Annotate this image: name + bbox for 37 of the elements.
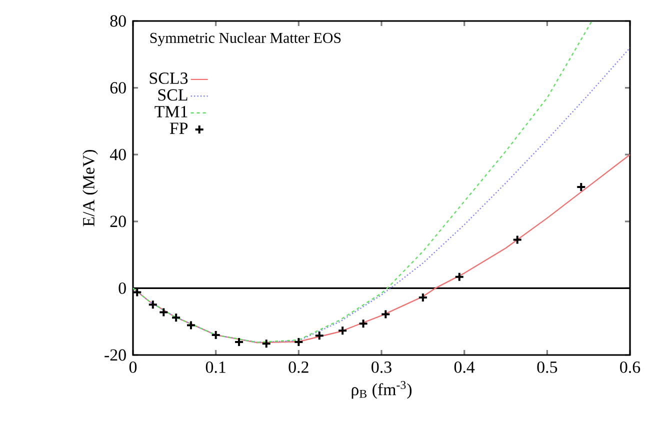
point xyxy=(576,182,586,192)
y-tick-label: 20 xyxy=(110,216,126,228)
x-tick-label: 0 xyxy=(129,361,137,373)
line-series xyxy=(133,154,630,344)
legend-title: Symmetric Nuclear Matter EOS xyxy=(150,32,341,46)
point xyxy=(314,330,324,341)
point xyxy=(234,336,244,347)
legend-label: FP xyxy=(170,122,188,134)
point xyxy=(418,292,428,303)
point xyxy=(294,336,304,347)
x-tick-label: 0.4 xyxy=(454,361,475,373)
y-tick-label: 40 xyxy=(110,148,126,160)
x-tick-label: 0.3 xyxy=(372,361,392,373)
legend-label: SCL xyxy=(158,89,188,101)
x-axis-title: ρ$_{B}$ (fm$^{-3}$) xyxy=(352,381,412,399)
y-tick-label: 60 xyxy=(110,82,126,94)
point xyxy=(261,338,272,349)
point xyxy=(358,318,368,329)
legend-label: SCL3 xyxy=(150,72,188,84)
point xyxy=(380,309,391,320)
x-tick-label: 0.1 xyxy=(206,361,226,373)
point xyxy=(338,326,348,336)
point xyxy=(210,330,221,340)
y-tick-label: 80 xyxy=(110,15,126,27)
y-axis-title: E/A (MeV) xyxy=(82,150,98,226)
x-tick-label: 0.6 xyxy=(620,361,640,373)
point xyxy=(454,272,464,282)
x-tick-label: 0.5 xyxy=(537,361,558,373)
point xyxy=(512,234,522,245)
point xyxy=(158,307,169,318)
x-tick-label: 0.2 xyxy=(288,361,308,373)
point xyxy=(148,300,158,310)
legend-label: TM1 xyxy=(154,106,188,118)
y-tick-label: -20 xyxy=(104,349,126,361)
point xyxy=(186,320,196,330)
y-tick-label: 0 xyxy=(118,282,126,294)
point xyxy=(171,312,182,323)
